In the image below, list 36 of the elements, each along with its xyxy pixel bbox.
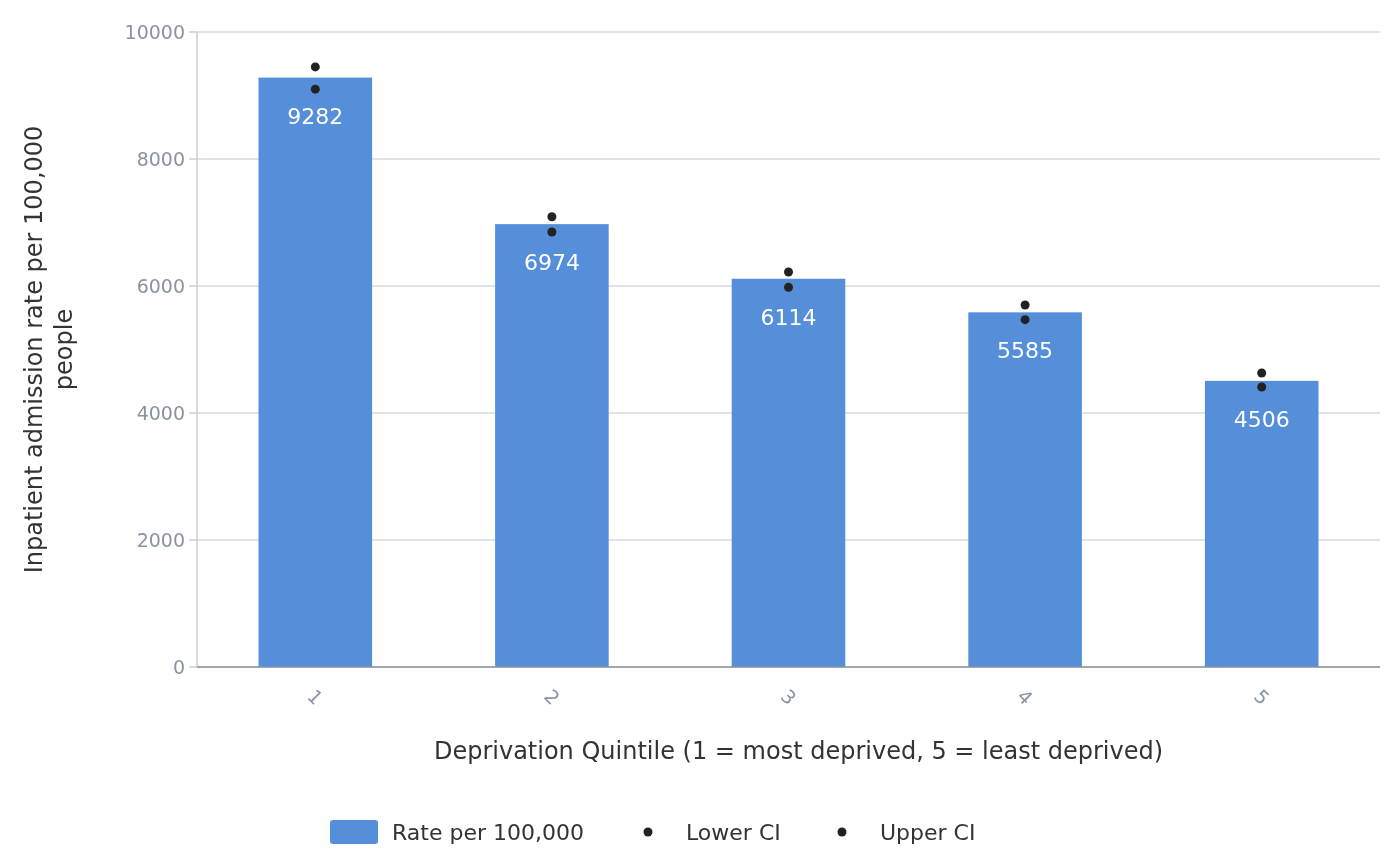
data-label: 4506: [1233, 406, 1290, 432]
x-tick-label: 3: [776, 684, 801, 709]
point: [784, 267, 793, 277]
bar: [731, 278, 846, 667]
point: [547, 212, 557, 222]
y-tick-label: 10000: [124, 20, 185, 43]
legend-label: Upper CI: [880, 820, 976, 845]
y-tick-label: 4000: [136, 401, 185, 424]
x-tick-label: 2: [540, 684, 565, 709]
legend-label: Rate per 100,000: [392, 820, 584, 845]
point: [310, 84, 320, 94]
point: [547, 227, 557, 237]
point: [1020, 315, 1030, 325]
x-tick-label: 1: [303, 684, 328, 709]
point: [310, 62, 320, 72]
point: [1257, 382, 1267, 392]
x-tick-label: 4: [1013, 684, 1038, 709]
y-tick-label: 0: [172, 655, 185, 678]
data-label: 6114: [760, 304, 817, 330]
x-axis-title: Deprivation Quintile (1 = most deprived, 5 = least deprived): [433, 737, 1164, 765]
legend-label: Lower CI: [686, 820, 781, 845]
y-tick-label: 8000: [136, 147, 185, 170]
y-tick-label: 2000: [136, 528, 185, 551]
bar: [258, 77, 373, 667]
point: [1257, 368, 1267, 378]
point: [784, 282, 793, 292]
data-label: 5585: [997, 338, 1054, 364]
y-axis-title: Inpatient admission rate per 100,000 people: [20, 125, 78, 574]
data-label: 6974: [523, 250, 580, 276]
bar: [495, 224, 609, 667]
bar: [968, 312, 1082, 667]
y-tick-label: 6000: [136, 274, 185, 297]
bar: [1204, 380, 1319, 667]
data-label: 9282: [287, 103, 344, 129]
x-tick-label: 5: [1249, 684, 1274, 709]
point: [1020, 300, 1030, 310]
